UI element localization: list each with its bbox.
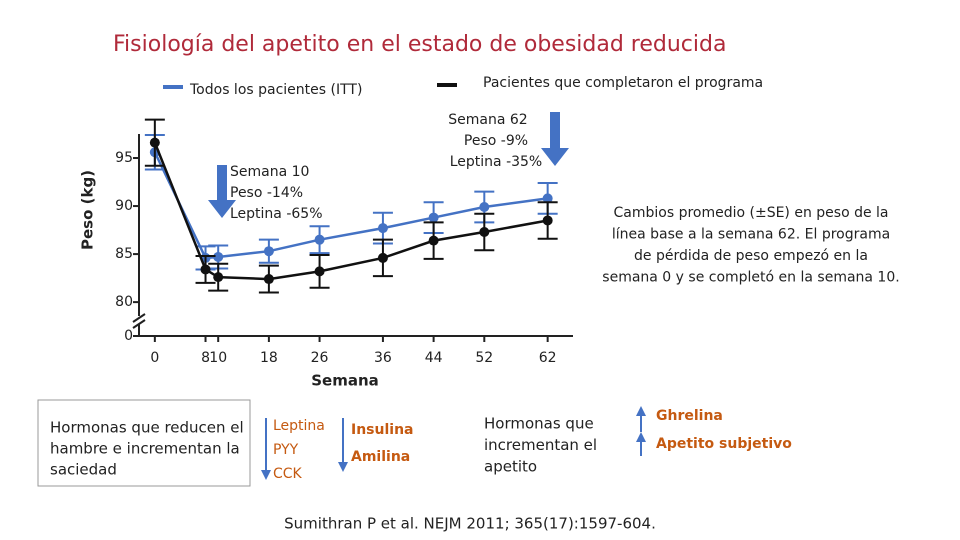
data-point [263,246,274,257]
x-axis-label: Semana [311,372,379,390]
data-point [314,234,325,245]
data-point [377,223,388,234]
data-point [428,212,439,223]
up-arrow-head [636,406,646,416]
x-tick-label: 36 [374,350,392,366]
note: Cambios promedio (±SE) en peso de la [613,205,888,221]
y-tick-label: 0 [124,328,133,344]
data-point [479,202,490,213]
down-arrow-head [261,470,271,480]
data-point [213,251,224,262]
hormone-item: Insulina [351,422,414,438]
hormone-label: Hormonas que [484,415,594,433]
up-arrow-head [636,432,646,442]
note: de pérdida de peso empezó en la [634,248,868,264]
data-point [213,272,224,283]
axis-break [132,313,146,323]
annotation: Leptina -35% [450,154,543,170]
hormone-label: Hormonas que reducen el [50,419,244,437]
hormone-label: incrementan el [484,436,597,454]
annotation: Leptina -65% [230,206,323,222]
y-tick-label: 80 [115,294,133,310]
data-point [263,274,274,285]
data-point [314,266,325,277]
down-arrow-head [338,462,348,472]
hormone-item: PYY [273,442,299,458]
x-tick-label: 18 [260,350,278,366]
annotation: Semana 10 [230,164,309,180]
y-tick-label: 90 [115,198,133,214]
hormone-item: Amilina [351,449,410,465]
hormone-item: Leptina [273,418,325,434]
data-point [542,193,553,204]
x-tick-label: 62 [539,350,557,366]
annotation-arrow [208,165,236,218]
annotation: Peso -14% [230,185,303,201]
x-tick-label: 10 [209,350,227,366]
data-point [377,252,388,263]
hormone-label: apetito [484,458,537,476]
hormone-item: Ghrelina [656,408,723,424]
x-tick-label: 26 [311,350,329,366]
x-tick-label: 44 [425,350,443,366]
data-point [200,264,211,275]
y-axis-label: Peso (kg) [79,170,97,250]
data-point [479,226,490,237]
x-tick-label: 8 [201,350,210,366]
hormone-box [37,399,251,487]
annotation-arrow [541,112,569,166]
note: línea base a la semana 62. El programa [612,227,890,243]
citation: Sumithran P et al. NEJM 2011; 365(17):15… [284,515,656,533]
slide-title: Fisiología del apetito en el estado de o… [113,32,726,57]
y-tick-label: 85 [115,246,133,262]
legend-label: Pacientes que completaron el programa [483,75,763,91]
data-point [542,215,553,226]
hormone-label: saciedad [50,461,117,479]
hormone-label: hambre e incrementan la [50,440,240,458]
data-point [149,137,160,148]
hormone-item: Apetito subjetivo [656,436,792,452]
x-tick-label: 0 [150,350,159,366]
data-point [428,235,439,246]
note: semana 0 y se completó en la semana 10. [602,270,899,286]
annotation: Semana 62 [448,112,527,128]
y-tick-label: 95 [115,150,133,166]
legend-label: Todos los pacientes (ITT) [189,82,362,98]
hormone-item: CCK [273,466,303,482]
annotation: Peso -9% [464,133,528,149]
x-tick-label: 52 [475,350,493,366]
